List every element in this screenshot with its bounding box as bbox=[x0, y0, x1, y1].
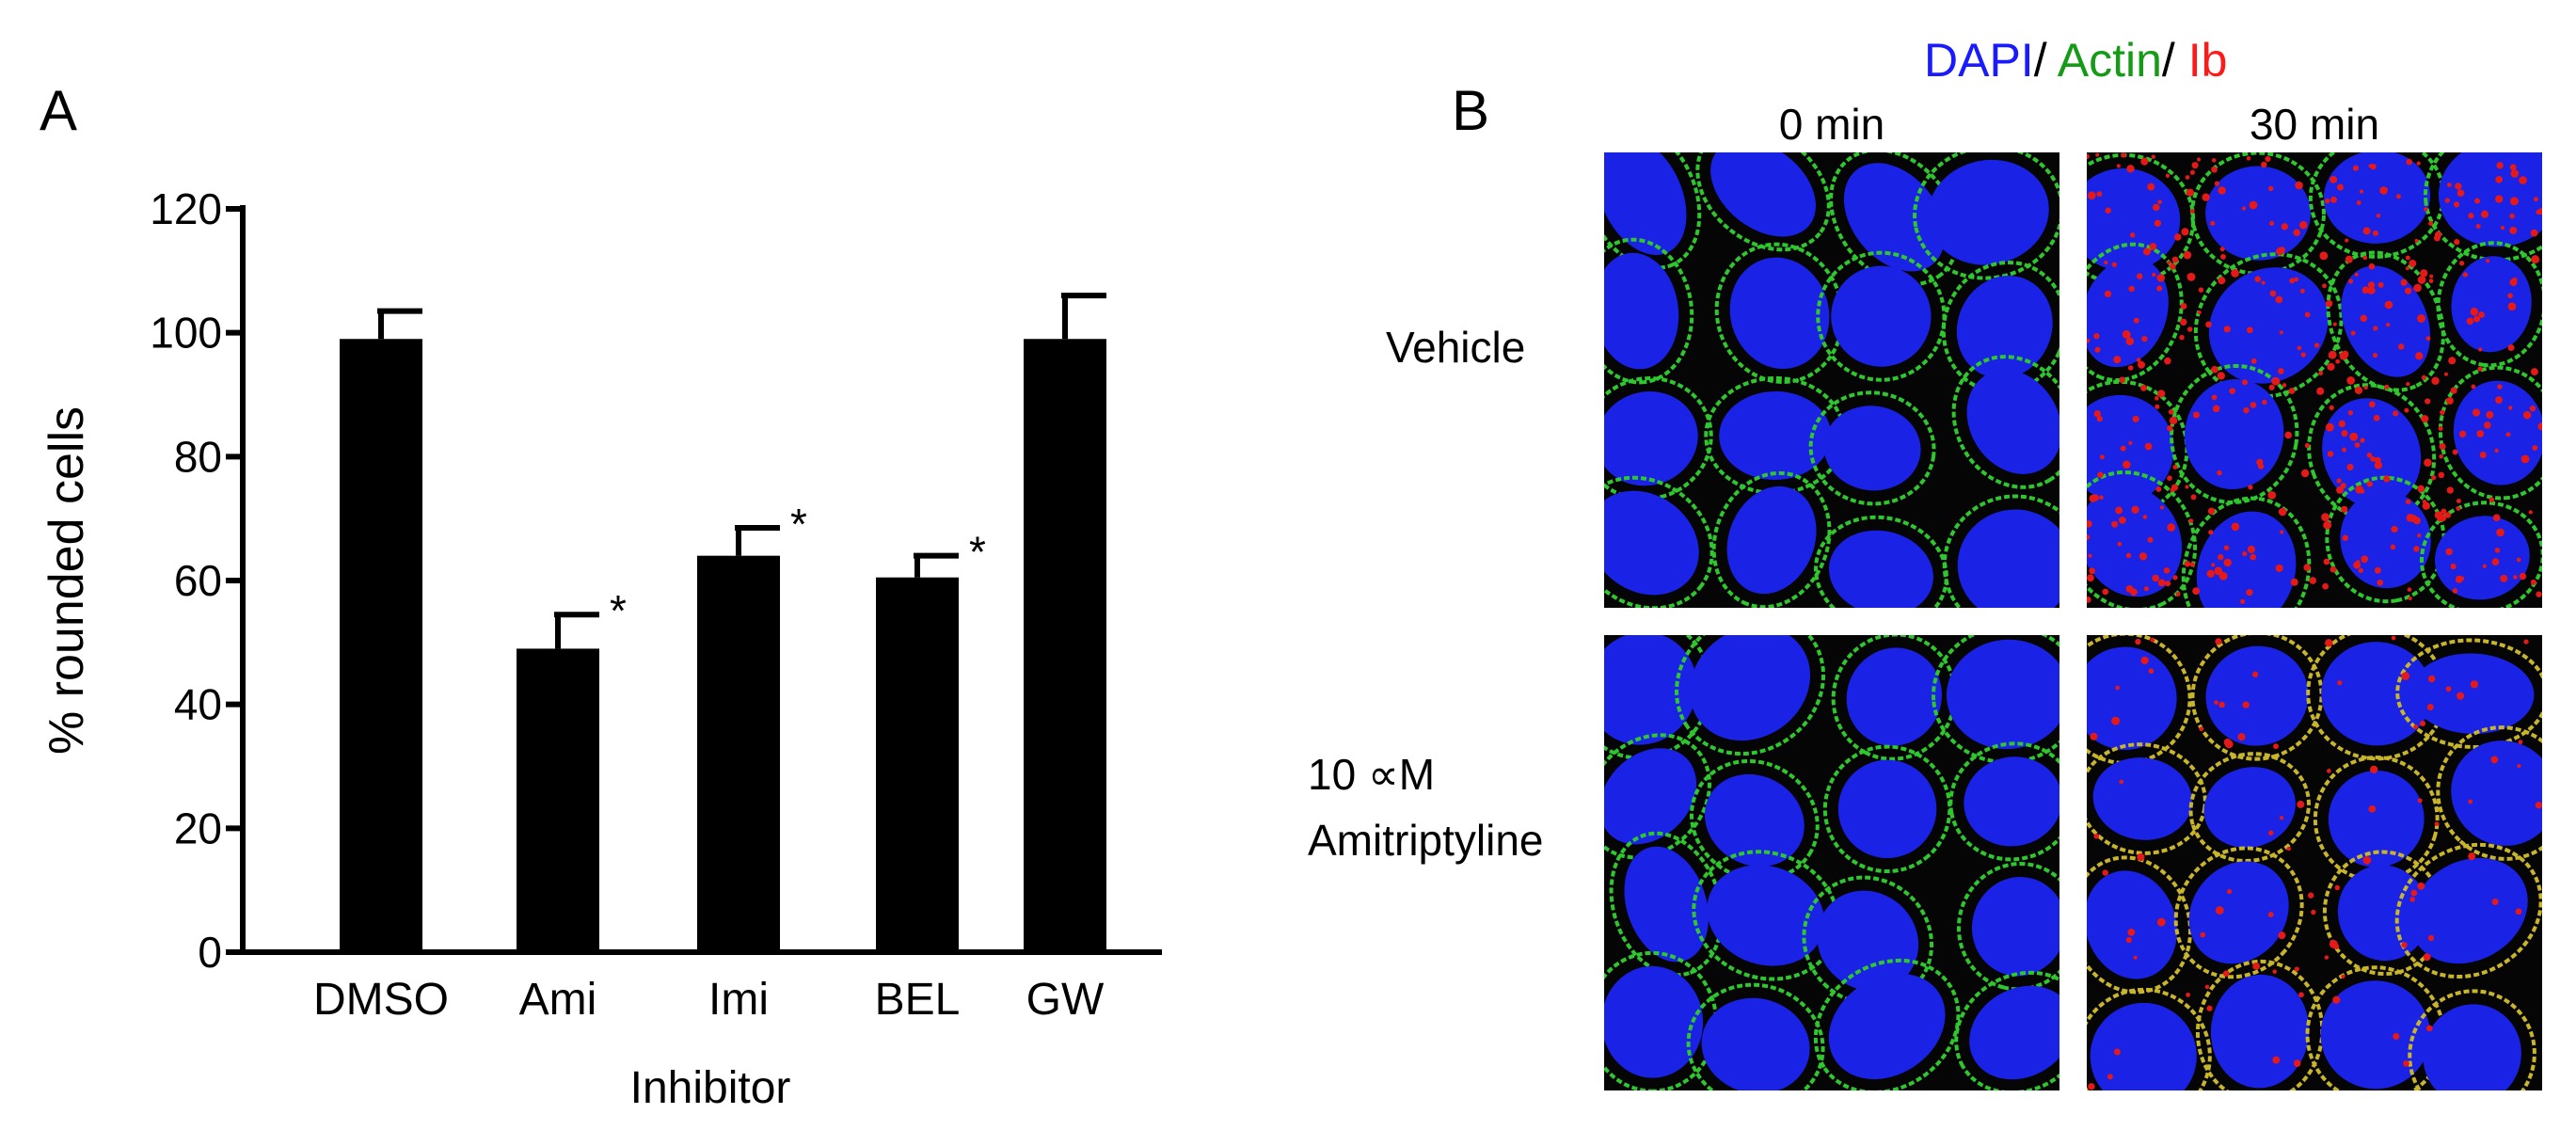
y-tick-label: 100 bbox=[150, 309, 222, 358]
legend-sep-1: / bbox=[2033, 34, 2058, 87]
x-tick-label: Imi bbox=[708, 975, 769, 1025]
y-tick-label: 120 bbox=[150, 184, 222, 233]
legend-actin: Actin bbox=[2057, 34, 2162, 87]
x-axis-title: Inhibitor bbox=[630, 1063, 791, 1113]
micrograph-vehicle-0min bbox=[1604, 152, 2059, 608]
bar-imi bbox=[697, 555, 780, 952]
stain-legend: DAPI/ Actin/ Ib bbox=[1924, 33, 2227, 88]
bar-ami bbox=[517, 648, 599, 952]
bar-chart: 0 20 40 60 80 100 120 DMSO * Ami * Imi * BEL GW Inhibit… bbox=[40, 184, 1162, 1113]
column-header-0min: 0 min bbox=[1778, 100, 1885, 149]
y-tick-label: 40 bbox=[174, 680, 222, 729]
significance-marker: * bbox=[610, 586, 627, 635]
panel-b-label: B bbox=[1452, 79, 1490, 142]
micrograph-image bbox=[1604, 635, 2059, 1090]
y-tick-label: 0 bbox=[198, 928, 222, 977]
y-tick-label: 80 bbox=[174, 432, 222, 481]
row-label-dose: 10 ∝M bbox=[1308, 750, 1436, 799]
legend-dapi: DAPI bbox=[1924, 34, 2034, 87]
row-label-vehicle: Vehicle bbox=[1386, 323, 1526, 372]
micrograph-amitriptyline-30min bbox=[2087, 635, 2542, 1090]
legend-ib: Ib bbox=[2187, 34, 2228, 87]
micrograph-image bbox=[2087, 152, 2542, 608]
panel-a-label: A bbox=[40, 79, 78, 142]
y-tick-label: 20 bbox=[174, 804, 222, 852]
column-header-30min: 30 min bbox=[2249, 100, 2380, 149]
y-axis-title: % rounded cells bbox=[40, 406, 94, 755]
micrograph-amitriptyline-0min bbox=[1604, 635, 2059, 1090]
micrograph-image bbox=[1604, 152, 2059, 608]
micrograph-vehicle-30min bbox=[2087, 152, 2542, 608]
bar-gw bbox=[1024, 339, 1106, 952]
x-tick-label: Ami bbox=[519, 975, 597, 1025]
x-tick-label: DMSO bbox=[313, 975, 449, 1025]
y-tick-label: 60 bbox=[174, 556, 222, 605]
x-tick-label: GW bbox=[1026, 975, 1105, 1025]
x-tick-label: BEL bbox=[875, 975, 961, 1025]
micrograph-image bbox=[2087, 635, 2542, 1090]
bar-dmso bbox=[340, 339, 422, 952]
bar-bel bbox=[876, 577, 959, 952]
significance-marker: * bbox=[790, 500, 807, 549]
significance-marker: * bbox=[969, 528, 986, 577]
row-label-amitriptyline: Amitriptyline bbox=[1308, 816, 1544, 865]
legend-sep-2: / bbox=[2161, 34, 2188, 87]
